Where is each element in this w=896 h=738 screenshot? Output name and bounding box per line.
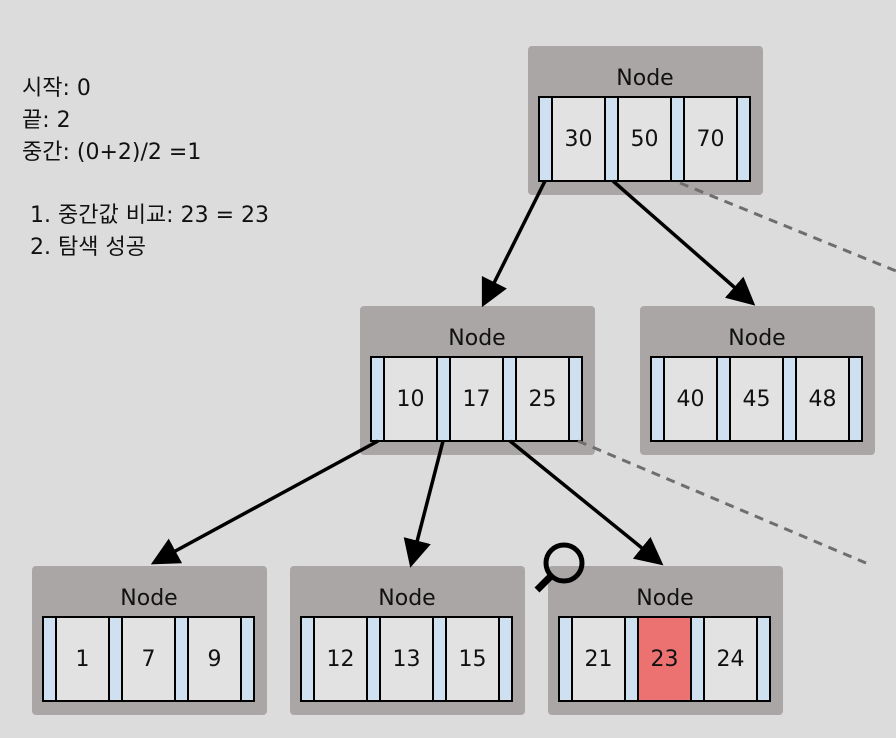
key-label: 40: [677, 387, 705, 412]
pointer-slot: [848, 356, 863, 442]
key-cell: [703, 616, 758, 702]
pointer-slot: [670, 96, 685, 182]
info-line: 중간: (0+2)/2 =1: [22, 140, 201, 165]
key-cell: [683, 96, 738, 182]
node-title: Node: [120, 586, 177, 611]
key-label: 70: [697, 127, 725, 152]
edges: [150, 179, 756, 568]
key-label: 15: [459, 647, 487, 672]
pointer-slot: [370, 356, 385, 442]
magnifier-handle: [534, 573, 554, 593]
pointer-slot: [42, 616, 57, 702]
key-label: 1: [76, 647, 90, 672]
key-label: 24: [717, 647, 745, 672]
pointer-slot: [736, 96, 751, 182]
edge: [508, 439, 664, 566]
step-line: 1. 중간값 비교: 23 = 23: [30, 203, 269, 228]
edge: [611, 179, 756, 306]
key-label: 45: [743, 387, 771, 412]
pointer-slot: [174, 616, 189, 702]
pointer-slot: [502, 356, 517, 442]
edge: [150, 439, 379, 565]
key-cell: [729, 356, 784, 442]
dashed-edges: [577, 181, 896, 565]
key-cell: [795, 356, 850, 442]
pointer-slot: [568, 356, 583, 442]
pointer-slot: [240, 616, 255, 702]
key-label: 12: [327, 647, 355, 672]
node-title: Node: [728, 326, 785, 351]
dashed-edge: [577, 439, 867, 565]
key-cell: [571, 616, 626, 702]
pointer-slot: [108, 616, 123, 702]
pointer-slot: [558, 616, 573, 702]
info-line: 끝: 2: [22, 108, 71, 133]
pointer-slot: [366, 616, 381, 702]
pointer-slot: [300, 616, 315, 702]
edge: [403, 440, 445, 568]
dashed-edge: [679, 181, 896, 273]
info-line: 시작: 0: [22, 76, 91, 101]
key-cell: [551, 96, 606, 182]
key-cell: [383, 356, 438, 442]
info-panel: 시작: 0 끝: 2 중간: (0+2)/2 =1 1. 중간값 비교: 23 …: [22, 76, 269, 260]
key-label: 17: [463, 387, 491, 412]
key-cell: [617, 96, 672, 182]
magnifier: [534, 542, 585, 593]
key-cell: [637, 616, 692, 702]
key-label: 9: [208, 647, 222, 672]
magnifier-lens: [543, 542, 585, 584]
key-label: 13: [393, 647, 421, 672]
pointer-slot: [432, 616, 447, 702]
key-label: 10: [397, 387, 425, 412]
key-label: 48: [809, 387, 837, 412]
key-cell: [445, 616, 500, 702]
pointer-slot: [624, 616, 639, 702]
edge: [481, 180, 547, 308]
key-cell: [515, 356, 570, 442]
pointer-slot: [436, 356, 451, 442]
node-title: Node: [616, 66, 673, 91]
key-label: 30: [565, 127, 593, 152]
pointer-slot: [690, 616, 705, 702]
step-line: 2. 탐색 성공: [30, 235, 146, 260]
key-cell: [55, 616, 110, 702]
pointer-slot: [716, 356, 731, 442]
key-cell: [663, 356, 718, 442]
pointer-slot: [538, 96, 553, 182]
node-title: Node: [636, 586, 693, 611]
pointer-slot: [498, 616, 513, 702]
pointer-slot: [782, 356, 797, 442]
pointer-slot: [604, 96, 619, 182]
key-label: 7: [142, 647, 156, 672]
node-title: Node: [448, 326, 505, 351]
key-cell: [121, 616, 176, 702]
key-label: 50: [631, 127, 659, 152]
key-cell: [449, 356, 504, 442]
key-label: 21: [585, 647, 613, 672]
key-label: 23: [651, 647, 679, 672]
key-label: 25: [529, 387, 557, 412]
pointer-slot: [650, 356, 665, 442]
node-title: Node: [378, 586, 435, 611]
key-cell: [313, 616, 368, 702]
pointer-slot: [756, 616, 771, 702]
